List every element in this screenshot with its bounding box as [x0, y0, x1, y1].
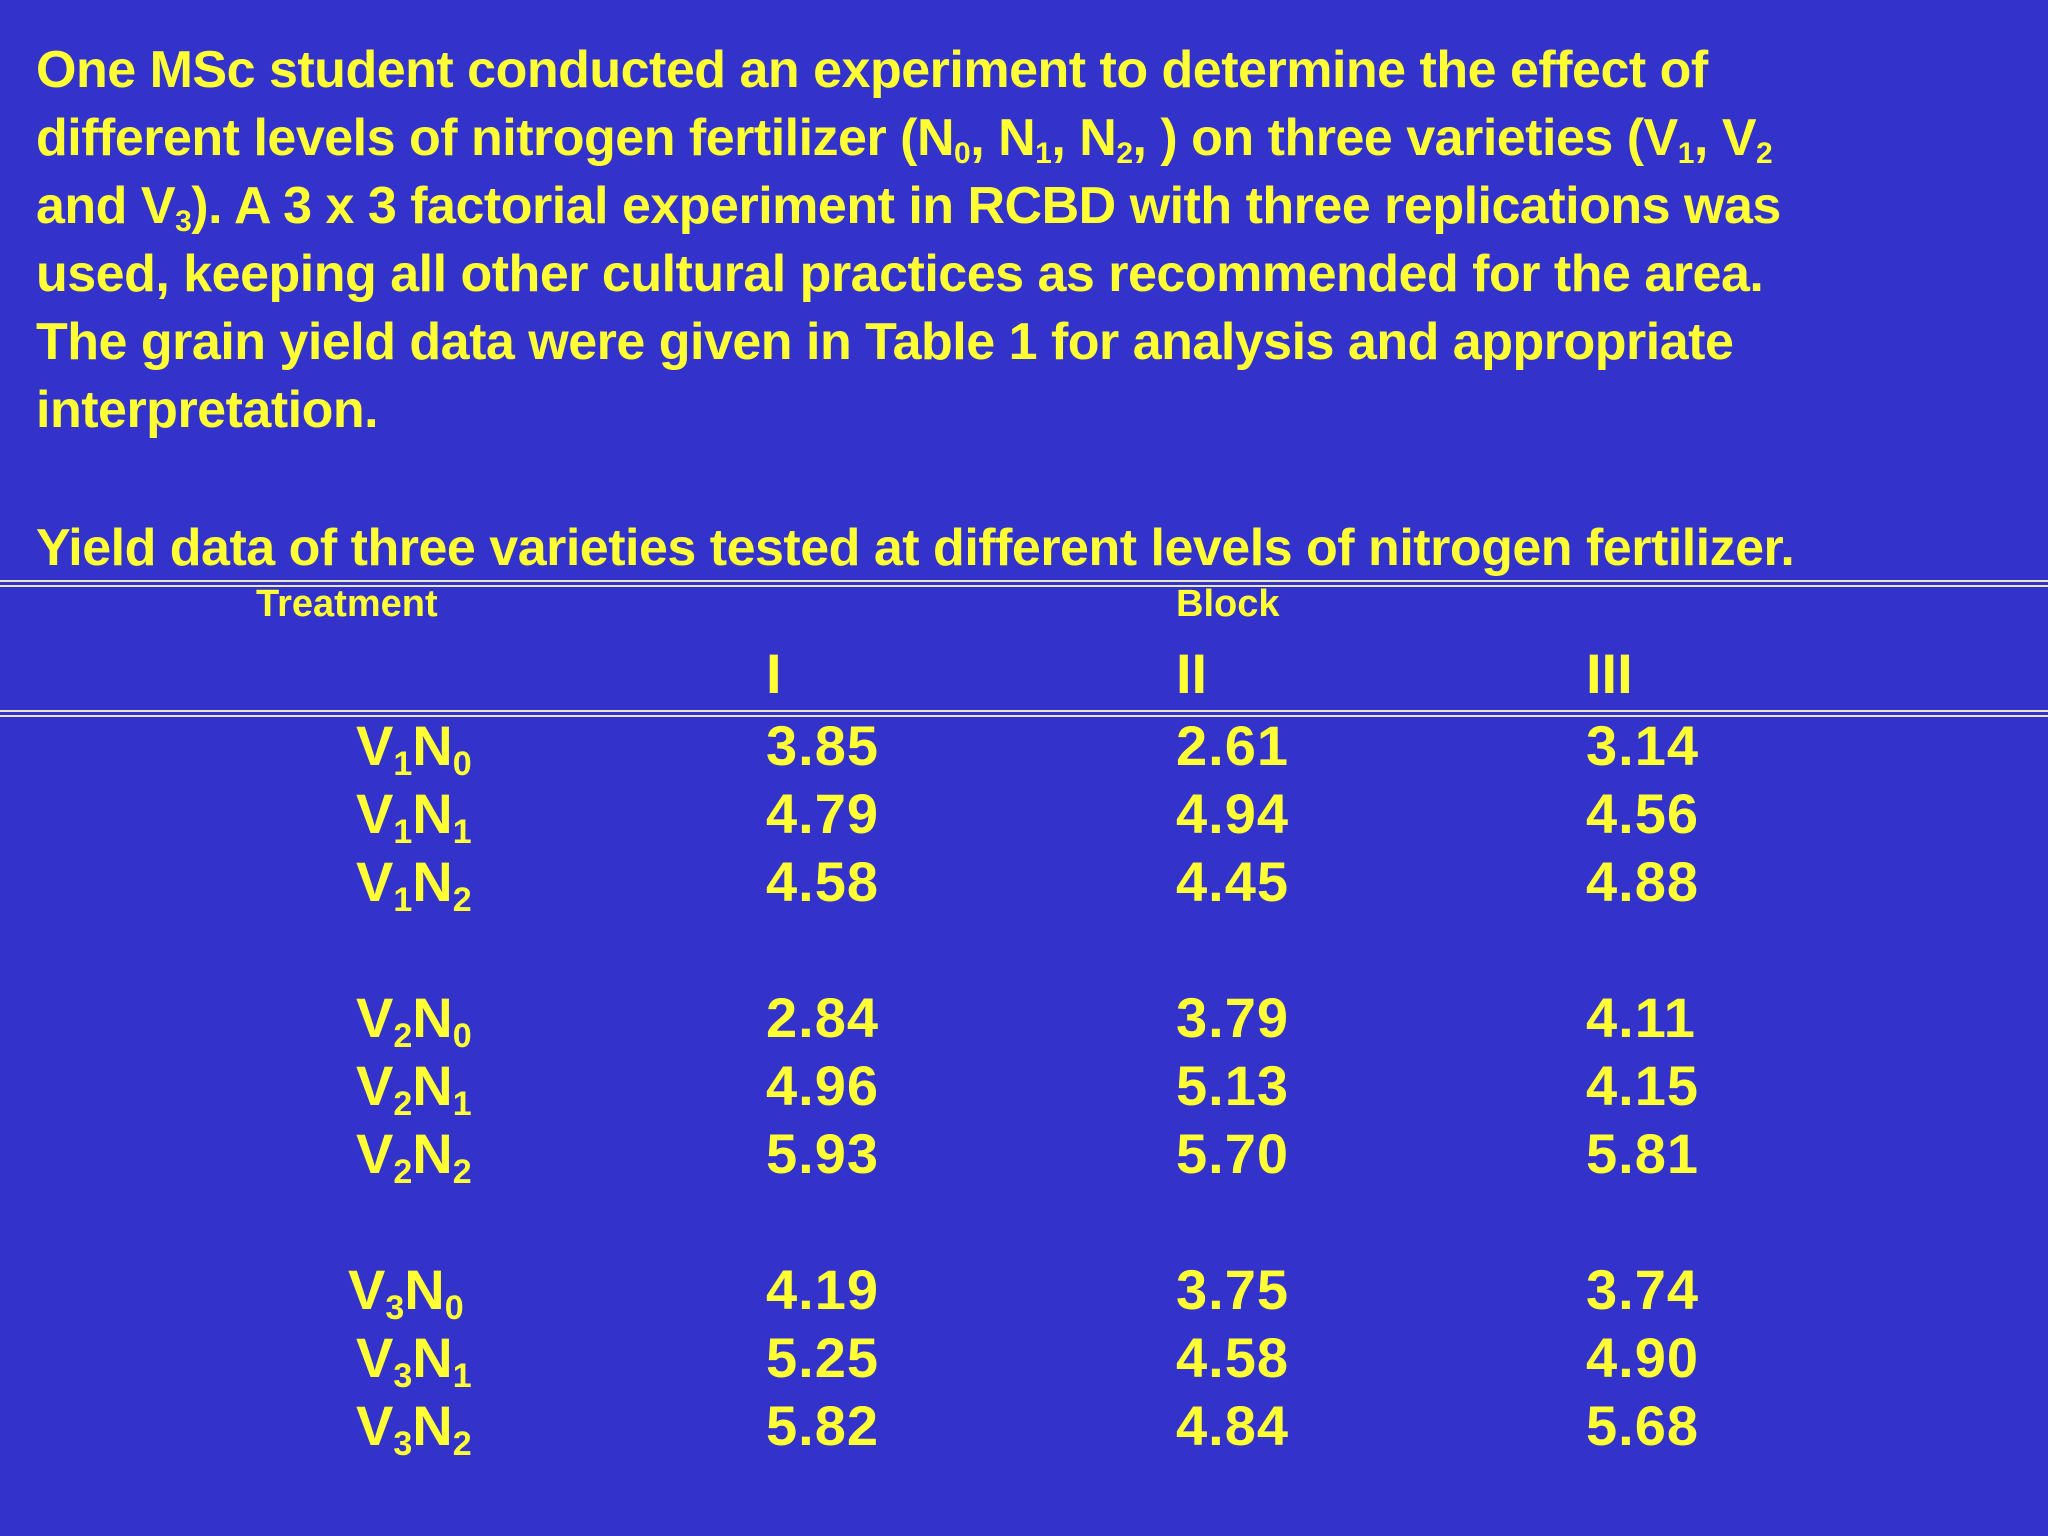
yield-cell-block-1: 4.19 — [766, 1258, 879, 1321]
treatment-letter: V — [356, 1054, 394, 1117]
treatment-subscript: 1 — [393, 881, 413, 919]
treatment-label: V2N2 — [356, 1122, 472, 1189]
treatment-letter: N — [412, 850, 453, 913]
treatment-letter: V — [356, 1122, 394, 1185]
yield-cell-block-2: 4.94 — [1176, 782, 1289, 845]
treatment-letter: N — [412, 1394, 453, 1457]
table-title: Yield data of three varieties tested at … — [36, 519, 1795, 577]
yield-cell-block-2: 3.75 — [1176, 1258, 1289, 1321]
block-label-1: I — [766, 642, 782, 705]
treatment-subscript: 2 — [452, 881, 472, 919]
subscript: 2 — [1756, 137, 1773, 170]
intro-line: different levels of nitrogen fertilizer … — [36, 109, 955, 167]
intro-text: , N — [1051, 109, 1117, 167]
yield-cell-block-1: 5.93 — [766, 1122, 879, 1185]
yield-cell-block-3: 5.81 — [1586, 1122, 1699, 1185]
treatment-letter: V — [356, 1394, 394, 1457]
treatment-label: V3N2 — [356, 1394, 472, 1461]
intro-line: interpretation. — [36, 381, 379, 439]
yield-cell-block-3: 4.88 — [1586, 850, 1699, 913]
treatment-header: Treatment — [256, 583, 438, 625]
treatment-letter: N — [412, 986, 453, 1049]
treatment-subscript: 1 — [452, 1085, 472, 1123]
intro-text: , V — [1693, 109, 1757, 167]
yield-cell-block-3: 4.56 — [1586, 782, 1699, 845]
yield-cell-block-1: 4.58 — [766, 850, 879, 913]
treatment-label: V1N0 — [356, 714, 472, 781]
yield-cell-block-2: 3.79 — [1176, 986, 1289, 1049]
yield-cell-block-1: 5.25 — [766, 1326, 879, 1389]
treatment-letter: N — [412, 1122, 453, 1185]
treatment-label: V2N0 — [356, 986, 472, 1053]
subscript: 3 — [175, 205, 192, 238]
block-header: Block — [1176, 583, 1280, 625]
yield-cell-block-2: 5.13 — [1176, 1054, 1289, 1117]
treatment-letter: V — [348, 1258, 386, 1321]
intro-line: used, keeping all other cultural practic… — [36, 245, 1764, 303]
subscript: 1 — [1677, 137, 1695, 170]
treatment-label: V3N1 — [356, 1326, 472, 1393]
yield-cell-block-3: 4.90 — [1586, 1326, 1699, 1389]
yield-cell-block-1: 5.82 — [766, 1394, 879, 1457]
yield-cell-block-2: 4.84 — [1176, 1394, 1289, 1457]
intro-line: One MSc student conducted an experiment … — [36, 41, 1708, 99]
treatment-subscript: 3 — [393, 1425, 413, 1463]
yield-cell-block-3: 3.14 — [1586, 714, 1699, 777]
treatment-subscript: 2 — [393, 1017, 413, 1055]
treatment-letter: V — [356, 1326, 394, 1389]
yield-cell-block-3: 5.68 — [1586, 1394, 1699, 1457]
treatment-letter: V — [356, 714, 394, 777]
yield-cell-block-2: 4.58 — [1176, 1326, 1289, 1389]
treatment-letter: V — [356, 850, 394, 913]
treatment-letter: N — [412, 782, 453, 845]
treatment-subscript: 0 — [452, 1017, 472, 1055]
yield-cell-block-3: 4.15 — [1586, 1054, 1699, 1117]
block-label-3: III — [1586, 642, 1633, 705]
subscript: 2 — [1116, 137, 1133, 170]
treatment-subscript: 1 — [393, 813, 413, 851]
treatment-subscript: 2 — [452, 1425, 472, 1463]
treatment-label: V1N2 — [356, 850, 472, 917]
treatment-subscript: 1 — [452, 1357, 472, 1395]
treatment-label: V2N1 — [356, 1054, 472, 1121]
yield-cell-block-1: 4.79 — [766, 782, 879, 845]
treatment-letter: V — [356, 782, 394, 845]
yield-cell-block-2: 2.61 — [1176, 714, 1289, 777]
subscript: 1 — [1035, 137, 1052, 170]
intro-line: and V — [36, 177, 176, 235]
yield-cell-block-1: 2.84 — [766, 986, 879, 1049]
yield-cell-block-1: 3.85 — [766, 714, 879, 777]
treatment-subscript: 2 — [393, 1085, 413, 1123]
intro-line: The grain yield data were given in Table… — [36, 313, 1734, 371]
yield-cell-block-2: 5.70 — [1176, 1122, 1289, 1185]
treatment-letter: V — [356, 986, 394, 1049]
treatment-label: V3N0 — [348, 1258, 464, 1325]
treatment-letter: N — [412, 1326, 453, 1389]
treatment-letter: N — [412, 714, 453, 777]
yield-cell-block-3: 4.11 — [1586, 986, 1696, 1049]
treatment-subscript: 2 — [452, 1153, 472, 1191]
treatment-subscript: 3 — [385, 1289, 405, 1327]
intro-text: , ) on three varieties (V — [1132, 109, 1679, 167]
yield-cell-block-2: 4.45 — [1176, 850, 1289, 913]
treatment-letter: N — [412, 1054, 453, 1117]
intro-text: ). A 3 x 3 factorial experiment in RCBD … — [191, 177, 1781, 235]
yield-cell-block-3: 3.74 — [1586, 1258, 1699, 1321]
treatment-subscript: 1 — [393, 745, 413, 783]
intro-text: , N — [970, 109, 1036, 167]
yield-cell-block-1: 4.96 — [766, 1054, 879, 1117]
treatment-subscript: 1 — [452, 813, 472, 851]
block-label-2: II — [1176, 642, 1208, 705]
treatment-subscript: 0 — [452, 745, 472, 783]
treatment-subscript: 0 — [444, 1289, 464, 1327]
treatment-subscript: 2 — [393, 1153, 413, 1191]
intro-paragraph: One MSc student conducted an experiment … — [36, 36, 2026, 444]
subscript: 0 — [954, 137, 971, 170]
treatment-label: V1N1 — [356, 782, 472, 849]
treatment-letter: N — [404, 1258, 445, 1321]
treatment-subscript: 3 — [393, 1357, 413, 1395]
